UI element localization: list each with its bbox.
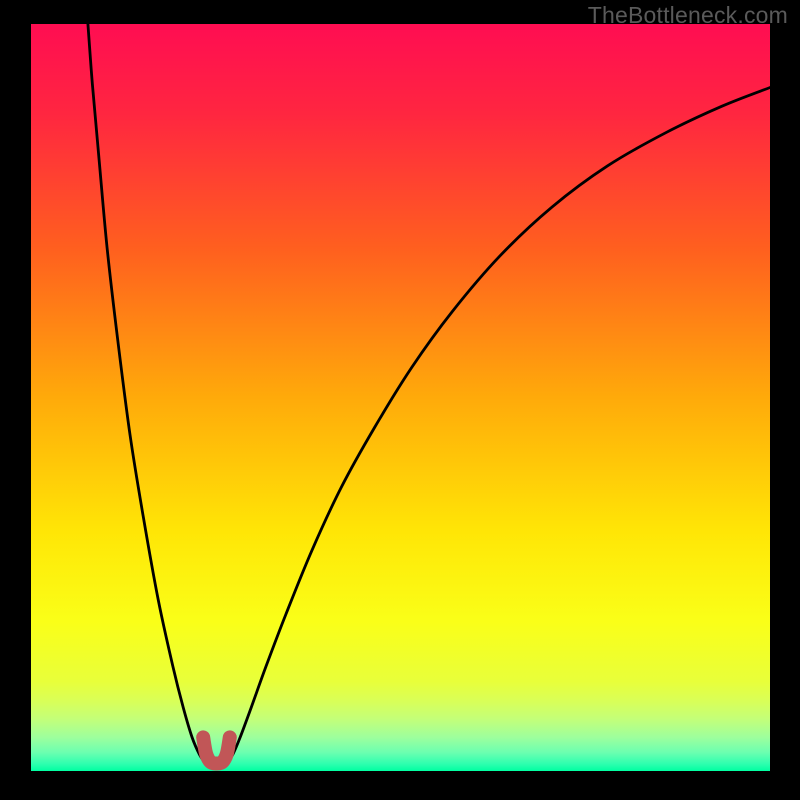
plot-svg — [0, 0, 800, 800]
figure-root: TheBottleneck.com — [0, 0, 800, 800]
watermark-text: TheBottleneck.com — [588, 2, 788, 29]
